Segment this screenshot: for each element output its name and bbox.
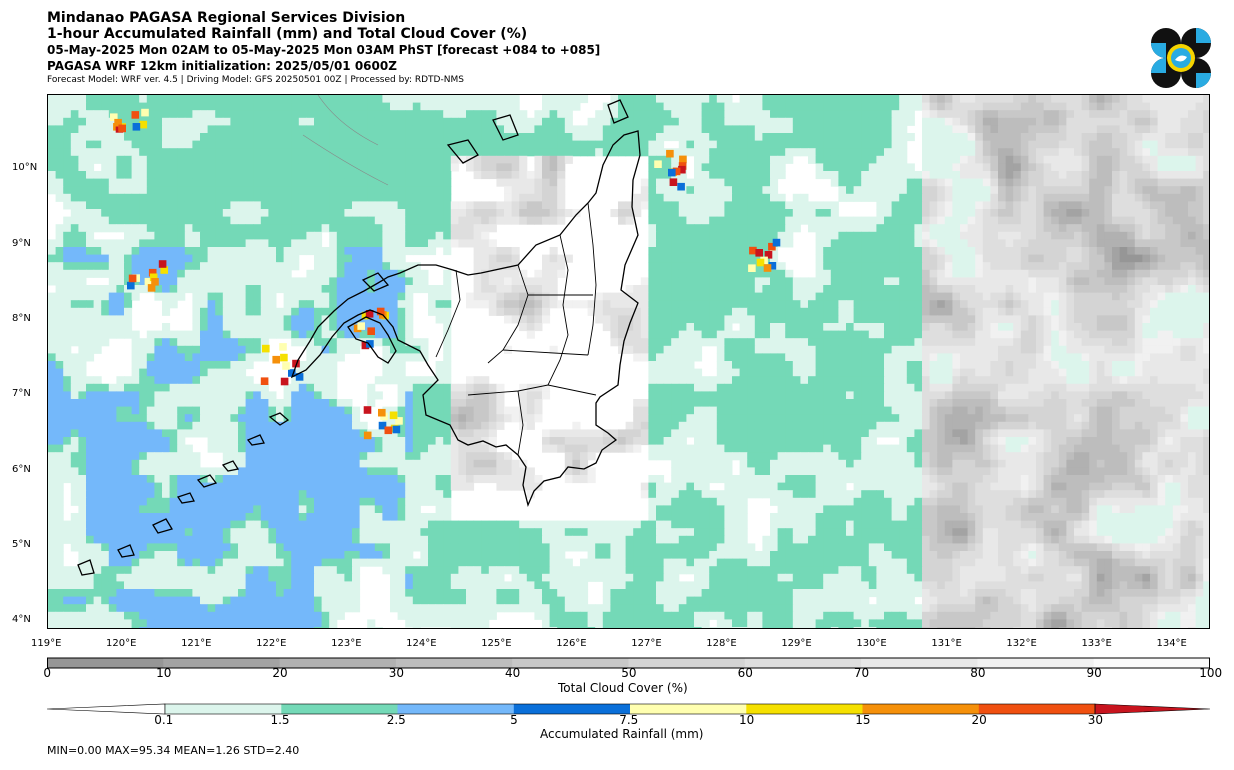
rain-colorbar-segment: [281, 704, 398, 714]
rain-colorbar-tick: 15: [855, 713, 870, 727]
cloud-colorbar-segment: [1094, 658, 1211, 668]
rain-colorbar-tick: 20: [972, 713, 987, 727]
cloud-colorbar-segment: [977, 658, 1094, 668]
model-credits: Forecast Model: WRF ver. 4.5 | Driving M…: [47, 75, 464, 85]
rain-colorbar-segment: [398, 704, 515, 714]
lat-tick-label: 5°N: [12, 539, 31, 550]
lat-tick-label: 8°N: [12, 313, 31, 324]
cloud-colorbar-segment: [629, 658, 746, 668]
rain-colorbar-segment: [514, 704, 631, 714]
rain-colorbar-segment: [746, 704, 863, 714]
lon-tick-label: 130°E: [856, 638, 886, 649]
rain-colorbar-segment: [630, 704, 747, 714]
cloud-colorbar-tick: 90: [1087, 666, 1102, 680]
cloud-colorbar-segment: [47, 658, 164, 668]
rain-colorbar-segment: [979, 704, 1096, 714]
cloud-colorbar-tick: 10: [156, 666, 171, 680]
rain-colorbar-tick: 7.5: [619, 713, 638, 727]
cloud-colorbar-segment: [861, 658, 978, 668]
lon-tick-label: 119°E: [31, 638, 61, 649]
forecast-period: 05-May-2025 Mon 02AM to 05-May-2025 Mon …: [47, 43, 600, 57]
cloud-colorbar-tick: 30: [389, 666, 404, 680]
cloud-colorbar-tick: 0: [43, 666, 51, 680]
rain-colorbar-under: [47, 704, 165, 714]
cloud-colorbar-tick: 80: [970, 666, 985, 680]
title-line-2: 1-hour Accumulated Rainfall (mm) and Tot…: [47, 26, 527, 42]
lat-tick-label: 7°N: [12, 388, 31, 399]
initialization-time: PAGASA WRF 12km initialization: 2025/05/…: [47, 59, 397, 73]
rain-colorbar-segment: [165, 704, 282, 714]
cloud-colorbar-segment: [163, 658, 280, 668]
lon-tick-label: 125°E: [481, 638, 511, 649]
lon-tick-label: 131°E: [931, 638, 961, 649]
cloud-colorbar-title: Total Cloud Cover (%): [558, 681, 688, 695]
cloud-colorbar-tick: 40: [505, 666, 520, 680]
cloud-colorbar-tick: 50: [621, 666, 636, 680]
lon-tick-label: 126°E: [556, 638, 586, 649]
rainfall-cloud-map: [47, 94, 1210, 629]
lat-tick-label: 10°N: [12, 162, 37, 173]
statistics-summary: MIN=0.00 MAX=95.34 MEAN=1.26 STD=2.40: [47, 744, 299, 757]
lon-tick-label: 133°E: [1081, 638, 1111, 649]
lon-tick-label: 129°E: [781, 638, 811, 649]
lon-tick-label: 127°E: [631, 638, 661, 649]
rain-colorbar-over: [1095, 704, 1210, 714]
lon-tick-label: 123°E: [331, 638, 361, 649]
lat-tick-label: 9°N: [12, 238, 31, 249]
cloud-colorbar-segment: [745, 658, 862, 668]
cloud-colorbar-tick: 70: [854, 666, 869, 680]
lon-tick-label: 120°E: [106, 638, 136, 649]
rain-colorbar-tick: 0.1: [154, 713, 173, 727]
pagasa-logo-icon: [1150, 27, 1212, 89]
rain-colorbar-tick: 1.5: [270, 713, 289, 727]
rain-colorbar-tick: 10: [739, 713, 754, 727]
lon-tick-label: 122°E: [256, 638, 286, 649]
lat-tick-label: 6°N: [12, 464, 31, 475]
title-line-1: Mindanao PAGASA Regional Services Divisi…: [47, 10, 405, 26]
cloud-colorbar-segment: [396, 658, 513, 668]
cloud-colorbar-tick: 60: [738, 666, 753, 680]
rain-colorbar-segment: [863, 704, 980, 714]
rain-colorbar-tick: 5: [510, 713, 518, 727]
lon-tick-label: 124°E: [406, 638, 436, 649]
lon-tick-label: 132°E: [1006, 638, 1036, 649]
rain-colorbar-title: Accumulated Rainfall (mm): [540, 727, 703, 741]
cloud-colorbar-tick: 100: [1199, 666, 1222, 680]
cloud-colorbar-segment: [280, 658, 397, 668]
cloud-colorbar-tick: 20: [272, 666, 287, 680]
cloud-colorbar-segment: [512, 658, 629, 668]
rain-colorbar-tick: 2.5: [387, 713, 406, 727]
lon-tick-label: 134°E: [1156, 638, 1186, 649]
lon-tick-label: 128°E: [706, 638, 736, 649]
rain-colorbar-tick: 30: [1088, 713, 1103, 727]
lat-tick-label: 4°N: [12, 614, 31, 625]
lon-tick-label: 121°E: [181, 638, 211, 649]
